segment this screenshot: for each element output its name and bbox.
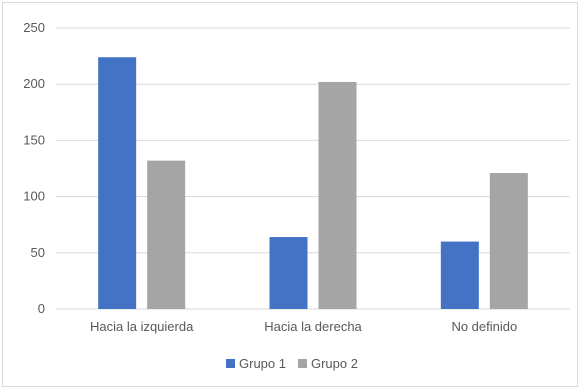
bar-2-1 bbox=[147, 160, 186, 309]
y-tick-label: 250 bbox=[23, 20, 45, 35]
y-tick-label: 100 bbox=[23, 189, 45, 204]
x-category-label: Hacia la izquierda bbox=[90, 319, 194, 334]
bars bbox=[98, 57, 528, 310]
y-tick-label: 150 bbox=[23, 132, 45, 147]
bar-1-2 bbox=[269, 237, 308, 309]
legend-label: Grupo 2 bbox=[311, 356, 358, 371]
legend-label: Grupo 1 bbox=[239, 356, 286, 371]
legend-swatch bbox=[226, 359, 235, 368]
bar-1-3 bbox=[440, 241, 479, 309]
gridlines bbox=[56, 27, 570, 310]
chart-frame bbox=[2, 2, 578, 387]
legend: Grupo 1 Grupo 2 bbox=[226, 356, 358, 371]
y-tick-label: 50 bbox=[31, 245, 45, 260]
y-axis-tick-labels: 0 50 100 150 200 250 bbox=[23, 20, 45, 316]
bar-2-3 bbox=[489, 172, 528, 309]
bar-2-2 bbox=[318, 81, 357, 310]
x-axis-category-labels: Hacia la izquierda Hacia la derecha No def… bbox=[90, 319, 517, 334]
y-tick-label: 0 bbox=[38, 301, 45, 316]
bar-1-1 bbox=[98, 57, 137, 309]
x-category-label: Hacia la derecha bbox=[264, 319, 362, 334]
legend-swatch bbox=[297, 359, 307, 368]
x-category-label: No definido bbox=[451, 319, 517, 334]
y-tick-label: 200 bbox=[23, 76, 45, 91]
